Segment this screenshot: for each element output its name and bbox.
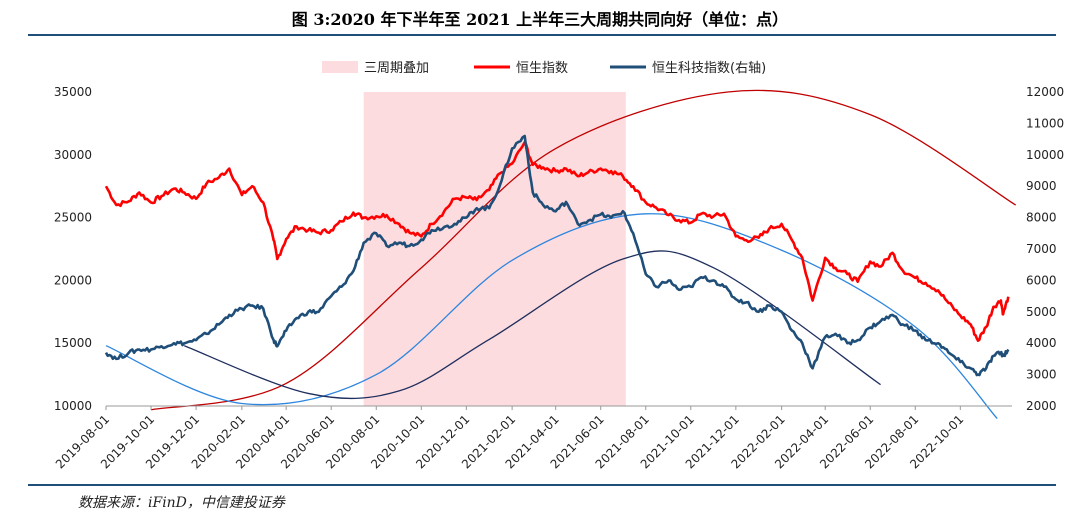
y-right-tick-label: 10000 [1026, 148, 1064, 162]
y-right-tick-label: 2000 [1026, 399, 1057, 413]
top-rule [28, 34, 1056, 36]
legend-label: 恒生指数 [516, 61, 568, 76]
series-line-hsi [104, 140, 1010, 342]
y-right-tick-label: 9000 [1026, 179, 1057, 193]
y-left-tick-label: 35000 [54, 85, 92, 99]
y-left-tick-label: 15000 [54, 336, 92, 350]
y-right-tick-label: 3000 [1026, 368, 1057, 382]
y-right-tick-label: 4000 [1026, 336, 1057, 350]
series-line-hstech [104, 134, 1010, 377]
legend-swatch-shade [322, 61, 358, 73]
y-left-tick-label: 10000 [54, 399, 92, 413]
chart-title: 图 3:2020 年下半年至 2021 上半年三大周期共同向好（单位：点） [291, 10, 789, 29]
y-right-tick-label: 12000 [1026, 85, 1064, 99]
cycle-curve-1 [150, 89, 1017, 411]
y-right-tick-label: 7000 [1026, 242, 1057, 256]
cycle-curve-3 [184, 250, 881, 400]
y-left-tick-label: 20000 [54, 273, 92, 287]
source-note: 数据来源：iFinD，中信建投证券 [78, 495, 285, 511]
cycle-curve-2 [105, 213, 998, 419]
y-right-tick-label: 5000 [1026, 305, 1057, 319]
bottom-rule [28, 484, 1056, 486]
y-left-tick-label: 25000 [54, 211, 92, 225]
legend-label: 恒生科技指数(右轴) [652, 61, 766, 76]
y-right-tick-label: 11000 [1026, 116, 1064, 130]
legend-label: 三周期叠加 [364, 61, 429, 76]
y-left-tick-label: 30000 [54, 148, 92, 162]
y-right-tick-label: 6000 [1026, 273, 1057, 287]
shaded-region [363, 92, 626, 406]
y-right-tick-label: 8000 [1026, 211, 1057, 225]
